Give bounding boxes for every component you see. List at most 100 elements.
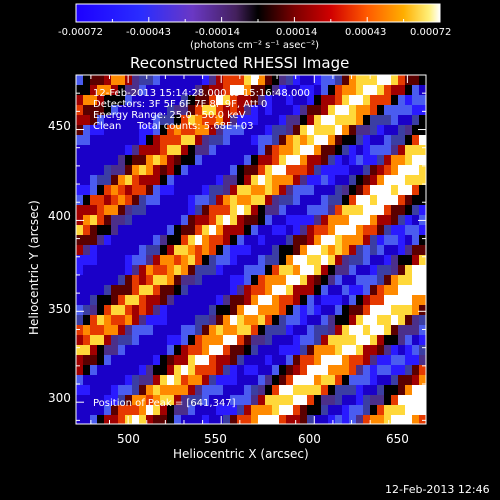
heatmap-cell [160, 175, 168, 186]
heatmap-cell [293, 185, 301, 196]
heatmap-cell [118, 275, 126, 286]
axis-ticks [76, 74, 427, 424]
heatmap-cell [384, 355, 392, 366]
heatmap-cell [209, 105, 217, 116]
heatmap-cell [349, 255, 357, 266]
heatmap-cell [90, 325, 98, 336]
heatmap-cell [377, 415, 385, 424]
heatmap-cell [118, 375, 126, 386]
heatmap-cell [293, 355, 301, 366]
heatmap-cell [223, 345, 231, 356]
heatmap-cell [216, 325, 224, 336]
heatmap-cell [153, 135, 161, 146]
heatmap-cell [244, 215, 252, 226]
heatmap-cell [160, 355, 168, 366]
heatmap-cell [167, 275, 175, 286]
heatmap-cell [391, 135, 399, 146]
heatmap-cell [251, 145, 259, 156]
heatmap-cell [139, 295, 147, 306]
heatmap-cell [167, 335, 175, 346]
heatmap-cell [181, 85, 189, 96]
heatmap-cell [314, 195, 322, 206]
heatmap-cell [104, 195, 112, 206]
heatmap-cell [286, 125, 294, 136]
heatmap-cell [230, 415, 238, 424]
heatmap-cell [265, 175, 273, 186]
heatmap-cell [195, 345, 203, 356]
heatmap-cell [146, 285, 154, 296]
heatmap-cell [405, 385, 413, 396]
heatmap-cell [174, 205, 182, 216]
heatmap-cell [146, 415, 154, 424]
heatmap-cell [174, 85, 182, 96]
heatmap-cell [160, 385, 168, 396]
heatmap-cell [181, 275, 189, 286]
heatmap-cell [265, 125, 273, 136]
heatmap-cell [160, 415, 168, 424]
heatmap-cell [76, 275, 84, 286]
heatmap-cell [90, 135, 98, 146]
heatmap-cell [202, 415, 210, 424]
heatmap-cell [237, 415, 245, 424]
heatmap-cell [342, 305, 350, 316]
heatmap-cell [356, 305, 364, 316]
heatmap-cell [223, 95, 231, 106]
heatmap-cell [363, 155, 371, 166]
heatmap-cell [230, 325, 238, 336]
heatmap-cell [391, 265, 399, 276]
heatmap-cell [398, 185, 406, 196]
heatmap-cell [118, 335, 126, 346]
heatmap-cell [265, 395, 273, 406]
heatmap-cell [76, 145, 84, 156]
heatmap-cell [146, 375, 154, 386]
heatmap-cell [181, 215, 189, 226]
heatmap-cell [321, 395, 329, 406]
heatmap-cell [349, 85, 357, 96]
heatmap-cell [384, 315, 392, 326]
heatmap-cell [125, 355, 133, 366]
heatmap-cell [349, 325, 357, 336]
heatmap-cell [125, 335, 133, 346]
heatmap-cell [307, 345, 315, 356]
heatmap-cell [384, 365, 392, 376]
heatmap-cell [321, 175, 329, 186]
heatmap-cell [153, 265, 161, 276]
heatmap-cell [384, 105, 392, 116]
heatmap-cell [286, 75, 294, 86]
heatmap-cell [314, 415, 322, 424]
heatmap-cell [363, 265, 371, 276]
heatmap-cell [223, 155, 231, 166]
heatmap-cell [412, 75, 420, 86]
heatmap-cell [202, 255, 210, 266]
heatmap-cell [328, 185, 336, 196]
heatmap-cell [328, 75, 336, 86]
heatmap-cell [76, 175, 84, 186]
heatmap-cell [349, 185, 357, 196]
heatmap-cell [118, 125, 126, 136]
heatmap-cell [132, 195, 140, 206]
heatmap-cell [307, 175, 315, 186]
heatmap-cell [90, 185, 98, 196]
heatmap-cell [321, 235, 329, 246]
heatmap-cell [188, 105, 196, 116]
heatmap-cell [118, 365, 126, 376]
heatmap-cell [181, 145, 189, 156]
heatmap-cell [118, 205, 126, 216]
heatmap-cell [195, 355, 203, 366]
heatmap-cell [174, 375, 182, 386]
heatmap-cell [307, 155, 315, 166]
heatmap-cell [202, 235, 210, 246]
heatmap-cell [286, 375, 294, 386]
heatmap-cell [111, 105, 119, 116]
heatmap-cell [251, 345, 259, 356]
heatmap-cell [286, 285, 294, 296]
heatmap-cell [251, 245, 259, 256]
heatmap-cell [370, 105, 378, 116]
heatmap-cell [328, 365, 336, 376]
heatmap-cell [167, 385, 175, 396]
heatmap-cell [160, 345, 168, 356]
heatmap-cell [216, 285, 224, 296]
heatmap-cell [370, 285, 378, 296]
heatmap-cell [342, 125, 350, 136]
heatmap-cell [237, 265, 245, 276]
